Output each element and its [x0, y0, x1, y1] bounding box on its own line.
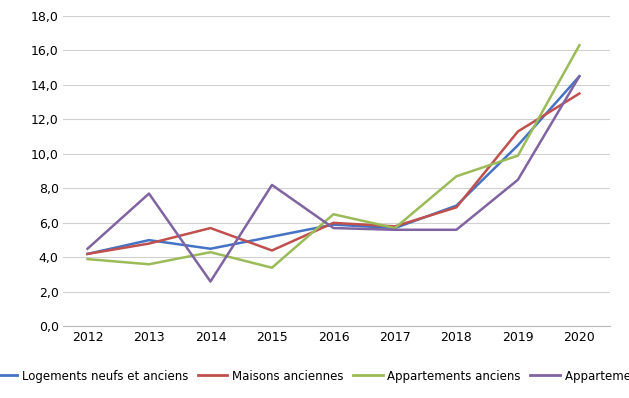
Line: Maisons anciennes: Maisons anciennes: [87, 94, 579, 254]
Maisons anciennes: [576, 91, 583, 96]
Logements neufs et anciens: [207, 246, 214, 251]
Appartements neufs: [207, 279, 214, 284]
Maisons anciennes: [330, 220, 337, 225]
Maisons anciennes: [391, 224, 399, 229]
Maisons anciennes: [84, 252, 91, 256]
Logements neufs et anciens: [84, 252, 91, 256]
Logements neufs et anciens: [514, 143, 521, 148]
Logements neufs et anciens: [391, 226, 399, 230]
Appartements neufs: [268, 183, 276, 187]
Appartements anciens: [514, 153, 521, 158]
Appartements anciens: [330, 212, 337, 217]
Maisons anciennes: [145, 241, 153, 246]
Appartements neufs: [145, 191, 153, 196]
Line: Appartements anciens: Appartements anciens: [87, 45, 579, 268]
Maisons anciennes: [268, 248, 276, 253]
Appartements anciens: [268, 265, 276, 270]
Logements neufs et anciens: [268, 234, 276, 239]
Appartements anciens: [453, 174, 460, 179]
Logements neufs et anciens: [145, 238, 153, 242]
Appartements anciens: [391, 226, 399, 230]
Appartements neufs: [453, 227, 460, 232]
Line: Logements neufs et anciens: Logements neufs et anciens: [87, 76, 579, 254]
Legend: Logements neufs et anciens, Maisons anciennes, Appartements anciens, Appartement: Logements neufs et anciens, Maisons anci…: [0, 369, 629, 382]
Maisons anciennes: [514, 129, 521, 134]
Appartements neufs: [514, 178, 521, 182]
Appartements anciens: [576, 43, 583, 48]
Line: Appartements neufs: Appartements neufs: [87, 76, 579, 281]
Appartements neufs: [330, 226, 337, 230]
Maisons anciennes: [207, 226, 214, 230]
Appartements neufs: [84, 246, 91, 251]
Appartements anciens: [207, 250, 214, 255]
Appartements anciens: [145, 262, 153, 267]
Maisons anciennes: [453, 205, 460, 210]
Appartements neufs: [576, 74, 583, 79]
Appartements neufs: [391, 227, 399, 232]
Appartements anciens: [84, 257, 91, 261]
Logements neufs et anciens: [330, 222, 337, 227]
Logements neufs et anciens: [576, 74, 583, 79]
Logements neufs et anciens: [453, 203, 460, 208]
